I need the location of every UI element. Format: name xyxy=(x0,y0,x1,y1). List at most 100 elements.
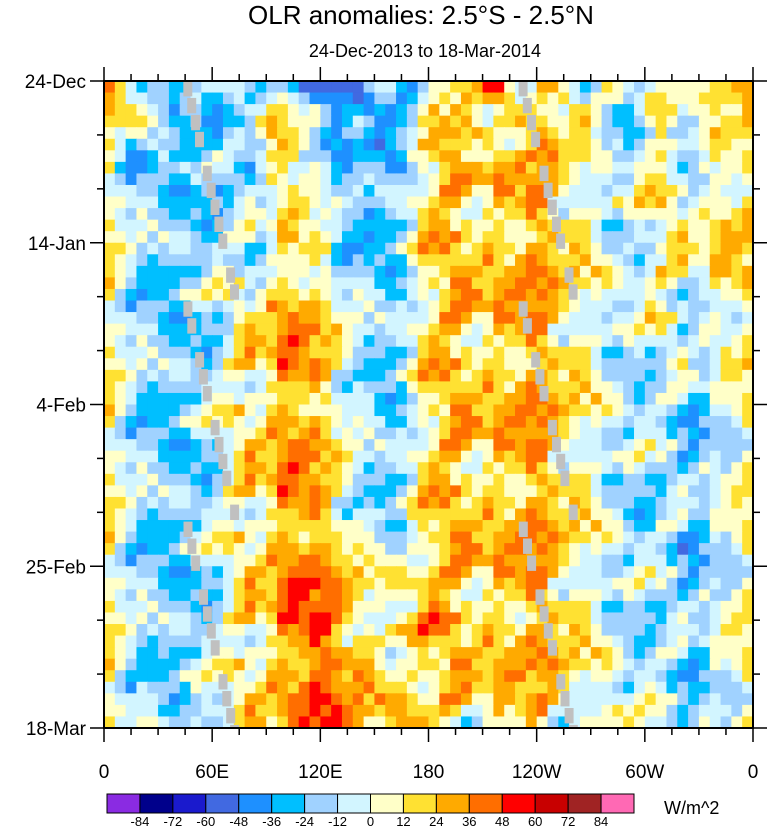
heatmap-field xyxy=(104,81,753,728)
heatmap-cell xyxy=(309,485,321,498)
heatmap-cell xyxy=(244,92,257,105)
heatmap-cell xyxy=(677,427,689,440)
heatmap-cell xyxy=(709,543,722,556)
heatmap-cell xyxy=(644,439,657,452)
heatmap-cell xyxy=(125,612,138,625)
heatmap-cell xyxy=(493,577,505,590)
heatmap-cell xyxy=(666,323,678,336)
heatmap-cell xyxy=(417,681,430,694)
missing-data-patch xyxy=(531,131,541,148)
heatmap-cell xyxy=(417,335,430,348)
heatmap-cell xyxy=(590,346,603,359)
heatmap-cell xyxy=(482,404,494,417)
heatmap-cell xyxy=(493,242,505,255)
heatmap-cell xyxy=(731,543,743,556)
heatmap-cell xyxy=(515,589,527,602)
heatmap-cell xyxy=(298,716,311,728)
heatmap-cell xyxy=(341,242,354,255)
heatmap-cell xyxy=(590,127,603,140)
heatmap-cell xyxy=(504,369,516,382)
heatmap-cell xyxy=(450,173,462,186)
heatmap-cell xyxy=(655,612,668,625)
heatmap-cell xyxy=(125,404,138,417)
heatmap-cell xyxy=(482,566,494,579)
heatmap-cell xyxy=(406,196,419,209)
heatmap-cell xyxy=(666,254,678,267)
heatmap-cell xyxy=(125,219,138,232)
heatmap-cell xyxy=(212,346,224,359)
heatmap-cell xyxy=(385,81,397,94)
heatmap-cell xyxy=(244,392,257,406)
heatmap-cell xyxy=(320,566,332,579)
heatmap-cell xyxy=(298,358,311,371)
heatmap-cell xyxy=(482,612,494,625)
heatmap-cell xyxy=(158,543,170,556)
colorbar-units: W/m^2 xyxy=(664,798,719,818)
heatmap-cell xyxy=(136,473,148,486)
heatmap-cell xyxy=(277,462,289,475)
heatmap-cell xyxy=(634,496,646,510)
heatmap-cell xyxy=(460,231,473,244)
heatmap-cell xyxy=(547,404,559,417)
heatmap-cell xyxy=(482,520,494,533)
heatmap-cell xyxy=(634,450,646,463)
heatmap-cell xyxy=(569,138,581,151)
heatmap-cell xyxy=(179,681,192,694)
heatmap-cell xyxy=(688,624,700,637)
heatmap-cell xyxy=(590,196,603,209)
heatmap-cell xyxy=(731,335,743,348)
heatmap-cell xyxy=(396,277,408,290)
heatmap-cell xyxy=(439,184,451,198)
heatmap-cell xyxy=(688,543,700,556)
heatmap-cell xyxy=(255,531,267,544)
heatmap-cell xyxy=(212,612,224,625)
heatmap-cell xyxy=(428,335,440,348)
heatmap-cell xyxy=(590,508,603,521)
heatmap-cell xyxy=(309,635,321,648)
heatmap-cell xyxy=(677,150,689,163)
heatmap-cell xyxy=(742,600,753,614)
heatmap-cell xyxy=(168,358,181,371)
heatmap-cell xyxy=(266,265,278,279)
heatmap-cell xyxy=(331,335,343,348)
heatmap-cell xyxy=(298,624,311,637)
missing-data-patch xyxy=(202,606,212,622)
heatmap-cell xyxy=(158,693,170,706)
heatmap-cell xyxy=(417,635,430,648)
heatmap-cell xyxy=(579,161,592,175)
heatmap-cell xyxy=(104,150,116,163)
heatmap-cell xyxy=(471,231,484,244)
heatmap-cell xyxy=(298,670,311,683)
heatmap-cell xyxy=(244,254,257,267)
heatmap-cell xyxy=(255,520,267,533)
heatmap-cell xyxy=(720,566,732,579)
heatmap-cell xyxy=(547,115,559,128)
heatmap-cell xyxy=(644,92,657,105)
heatmap-cell xyxy=(287,335,300,348)
heatmap-cell xyxy=(417,612,430,625)
heatmap-cell xyxy=(709,127,722,140)
heatmap-cell xyxy=(374,554,386,567)
heatmap-cell xyxy=(190,589,202,602)
heatmap-cell xyxy=(742,392,753,406)
heatmap-cell xyxy=(352,473,365,486)
heatmap-cell xyxy=(309,577,321,590)
heatmap-cell xyxy=(309,150,321,163)
heatmap-cell xyxy=(298,473,311,486)
heatmap-cell xyxy=(233,323,246,336)
heatmap-cell xyxy=(634,508,646,521)
heatmap-cell xyxy=(623,473,635,486)
heatmap-cell xyxy=(677,496,689,510)
heatmap-cell xyxy=(428,693,440,706)
heatmap-cell xyxy=(406,589,419,602)
missing-data-patch xyxy=(206,182,216,199)
heatmap-cell xyxy=(320,577,332,590)
heatmap-cell xyxy=(406,323,419,336)
missing-data-layer xyxy=(183,81,578,728)
heatmap-cell xyxy=(579,439,592,452)
heatmap-cell xyxy=(460,485,473,498)
missing-data-patch xyxy=(543,623,553,639)
heatmap-cell xyxy=(179,554,192,567)
heatmap-cell xyxy=(601,392,613,406)
heatmap-cell xyxy=(731,196,743,209)
